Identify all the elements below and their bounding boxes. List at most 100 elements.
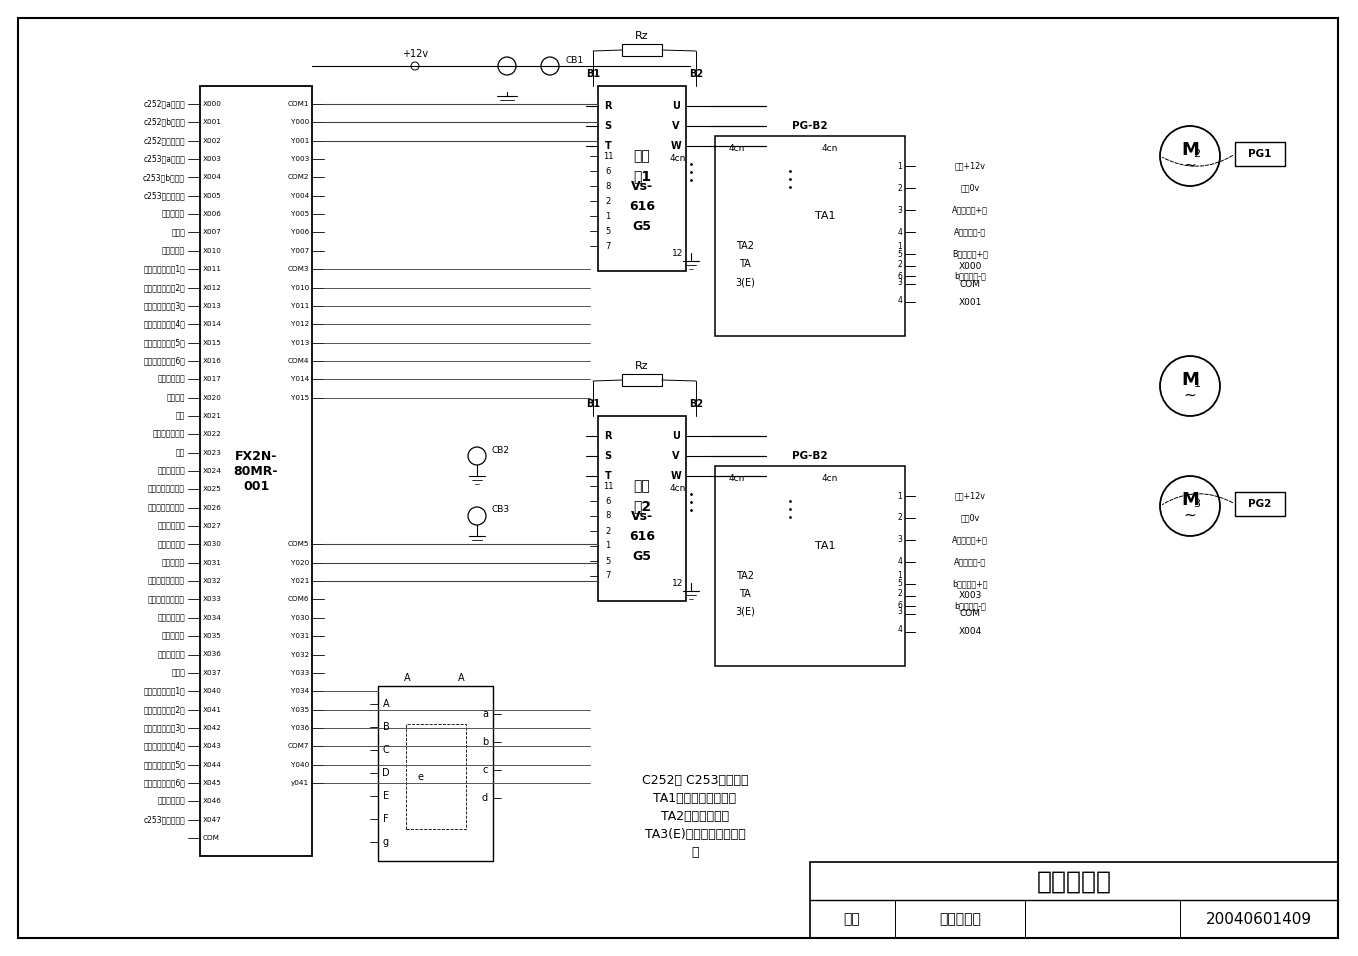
Text: X004: X004 [959,627,982,637]
Text: 列选向: 列选向 [171,668,185,678]
Text: b相输入（+）: b相输入（+） [952,579,987,589]
Text: 下行换速开关: 下行换速开关 [158,522,185,531]
Text: COM: COM [960,610,980,619]
Text: X006: X006 [202,211,221,217]
Text: 3(E): 3(E) [735,277,755,287]
Text: Y003: Y003 [291,156,310,163]
Text: COM1: COM1 [288,101,310,107]
Text: 11: 11 [603,151,614,161]
Text: Vs-: Vs- [631,180,653,192]
Text: G5: G5 [633,550,652,562]
Text: 2: 2 [898,513,902,523]
Text: 层半层停车点: 层半层停车点 [158,375,185,383]
Text: CB1: CB1 [565,55,583,64]
Text: TA2: TA2 [736,571,754,581]
Bar [598,416,686,601]
Text: 器2: 器2 [633,499,650,513]
Text: D: D [382,768,390,778]
Text: 4cn: 4cn [669,154,686,163]
Text: X032: X032 [202,578,221,584]
Text: 变频: 变频 [634,479,650,493]
Text: 下行强迯换速开关: 下行强迯换速开关 [148,503,185,512]
Text: PG-B2: PG-B2 [792,451,828,461]
Text: 5: 5 [606,556,611,566]
Text: X001: X001 [202,120,221,125]
Text: 5: 5 [898,250,902,258]
Text: 2: 2 [898,184,902,192]
Text: 层选向: 层选向 [171,228,185,237]
Text: 12: 12 [672,249,683,257]
Text: 8: 8 [606,182,611,190]
Text: X034: X034 [202,615,221,620]
Text: X010: X010 [202,248,221,253]
Bar [598,86,686,271]
Text: b: b [482,737,488,747]
Text: 8: 8 [606,511,611,520]
Text: 货叉平层开关: 货叉平层开关 [158,467,185,475]
Bar [716,136,904,336]
Text: TA: TA [739,259,751,269]
Text: 放货: 放货 [175,448,185,457]
Text: 1: 1 [898,572,902,580]
Text: TA2: TA2 [736,241,754,251]
Text: Y014: Y014 [291,377,310,382]
Text: 11: 11 [603,482,614,490]
Text: 4cn: 4cn [822,473,838,483]
Text: Y010: Y010 [291,285,310,291]
Text: W: W [671,471,682,481]
Text: Rz: Rz [636,31,649,41]
Text: b相输入（-）: b相输入（-） [955,272,986,280]
Text: PG-B2: PG-B2 [792,121,828,131]
Text: Y021: Y021 [291,578,310,584]
Text: 伸叉开关: 伸叉开关 [167,393,185,402]
Text: U: U [672,431,680,441]
Text: 616: 616 [629,200,655,212]
Text: COM: COM [960,279,980,289]
Text: X024: X024 [202,468,221,474]
Text: 电源0v: 电源0v [960,184,979,192]
Text: T: T [604,471,611,481]
Text: CB3: CB3 [492,506,511,514]
Text: 目标位置选中第3列: 目标位置选中第3列 [143,724,185,732]
Text: X036: X036 [202,651,221,658]
Text: A相输入（+）: A相输入（+） [952,535,987,545]
Bar [200,86,312,856]
Text: X044: X044 [202,762,221,768]
Text: Y013: Y013 [291,339,310,345]
Text: c252的b相输入: c252的b相输入 [143,118,185,127]
Text: 层点动按鈕: 层点动按鈕 [162,209,185,219]
Text: X026: X026 [202,505,221,511]
Bar [622,44,661,56]
Text: Y015: Y015 [291,395,310,401]
Text: ~: ~ [1184,158,1196,172]
Text: e: e [418,771,424,781]
Text: Y032: Y032 [291,651,310,658]
Text: 1: 1 [606,211,611,221]
Text: A: A [383,699,390,709]
Text: X003: X003 [959,592,982,600]
Text: 3(E): 3(E) [735,607,755,617]
Bar [378,686,493,861]
Text: 1: 1 [898,242,902,250]
Text: X013: X013 [202,303,221,309]
Text: A相输入（-）: A相输入（-） [953,557,986,567]
Text: X016: X016 [202,358,221,364]
Text: X004: X004 [202,174,221,181]
Text: A相输入（-）: A相输入（-） [953,228,986,236]
Bar [622,374,661,386]
Text: 2: 2 [898,590,902,598]
Text: B1: B1 [585,69,600,79]
Text: c253的a相输入: c253的a相输入 [143,155,185,163]
Text: M: M [1181,491,1199,509]
Text: 1: 1 [606,541,611,551]
Text: Y036: Y036 [291,725,310,731]
Text: 上行强迫换速开关: 上行强迫换速开关 [148,485,185,494]
Text: 4: 4 [898,557,902,567]
Text: 目标位置选中第3层: 目标位置选中第3层 [143,301,185,311]
Text: U: U [672,101,680,111]
Text: Rz: Rz [636,361,649,371]
Text: T: T [604,141,611,151]
Text: COM3: COM3 [288,266,310,272]
Text: X015: X015 [202,339,221,345]
Text: B1: B1 [585,399,600,409]
